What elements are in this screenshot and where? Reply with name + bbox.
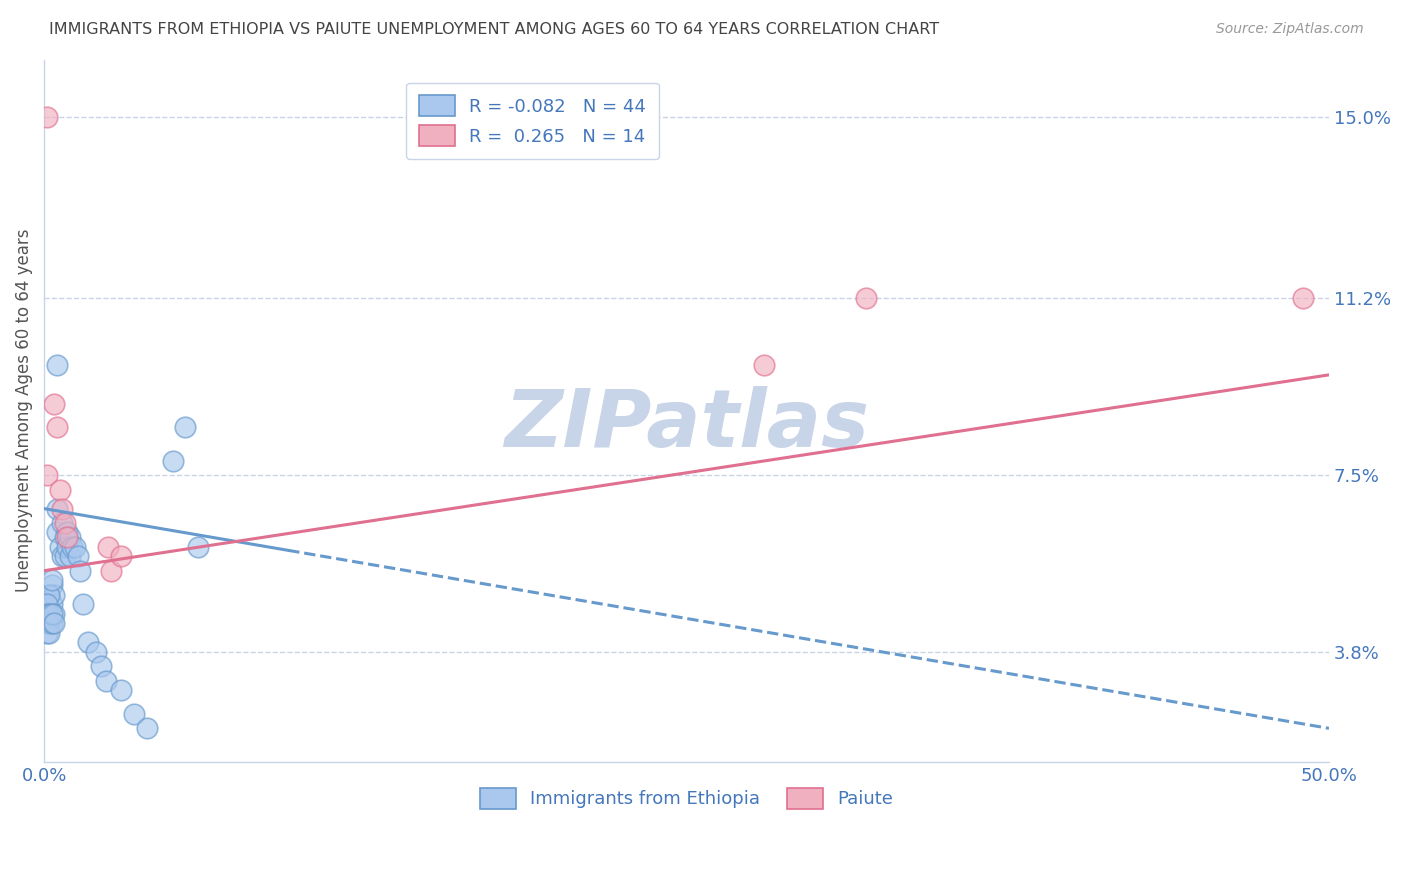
Point: [752, 359, 775, 373]
Point: [84, 645, 107, 659]
Point: [44, 396, 66, 410]
Point: [35, 616, 58, 631]
Point: [44, 616, 66, 631]
Point: [94, 673, 117, 688]
Point: [855, 292, 877, 306]
Point: [135, 722, 157, 736]
Point: [56, 525, 79, 540]
Point: [44, 588, 66, 602]
Point: [48, 483, 70, 497]
Point: [53, 549, 76, 564]
Point: [76, 635, 98, 649]
Point: [56, 540, 79, 554]
Y-axis label: Unemployment Among Ages 60 to 64 years: Unemployment Among Ages 60 to 64 years: [15, 229, 32, 592]
Point: [56, 530, 79, 544]
Point: [35, 468, 58, 483]
Point: [187, 540, 209, 554]
Text: IMMIGRANTS FROM ETHIOPIA VS PAIUTE UNEMPLOYMENT AMONG AGES 60 TO 64 YEARS CORREL: IMMIGRANTS FROM ETHIOPIA VS PAIUTE UNEMP…: [49, 22, 939, 37]
Point: [59, 549, 82, 564]
Point: [35, 625, 58, 640]
Point: [53, 530, 76, 544]
Point: [66, 549, 89, 564]
Point: [44, 607, 66, 621]
Point: [41, 607, 63, 621]
Point: [35, 110, 58, 124]
Point: [46, 501, 69, 516]
Point: [174, 420, 197, 434]
Point: [46, 420, 69, 434]
Legend: Immigrants from Ethiopia, Paiute: Immigrants from Ethiopia, Paiute: [472, 780, 901, 816]
Point: [1292, 292, 1315, 306]
Point: [38, 607, 60, 621]
Point: [41, 616, 63, 631]
Point: [41, 578, 63, 592]
Point: [41, 574, 63, 588]
Point: [90, 659, 112, 673]
Point: [38, 616, 60, 631]
Point: [38, 588, 60, 602]
Point: [110, 549, 132, 564]
Text: ZIPatlas: ZIPatlas: [505, 385, 869, 464]
Point: [100, 564, 122, 578]
Point: [60, 540, 83, 554]
Point: [51, 516, 73, 530]
Point: [38, 588, 60, 602]
Point: [51, 501, 73, 516]
Point: [69, 564, 91, 578]
Point: [41, 597, 63, 611]
Point: [48, 540, 70, 554]
Point: [97, 540, 120, 554]
Point: [162, 454, 184, 468]
Point: [122, 706, 145, 721]
Point: [72, 597, 94, 611]
Text: Source: ZipAtlas.com: Source: ZipAtlas.com: [1216, 22, 1364, 37]
Point: [53, 516, 76, 530]
Point: [63, 540, 86, 554]
Point: [46, 525, 69, 540]
Point: [46, 359, 69, 373]
Point: [38, 625, 60, 640]
Point: [59, 530, 82, 544]
Point: [110, 683, 132, 698]
Point: [35, 607, 58, 621]
Point: [35, 597, 58, 611]
Point: [51, 549, 73, 564]
